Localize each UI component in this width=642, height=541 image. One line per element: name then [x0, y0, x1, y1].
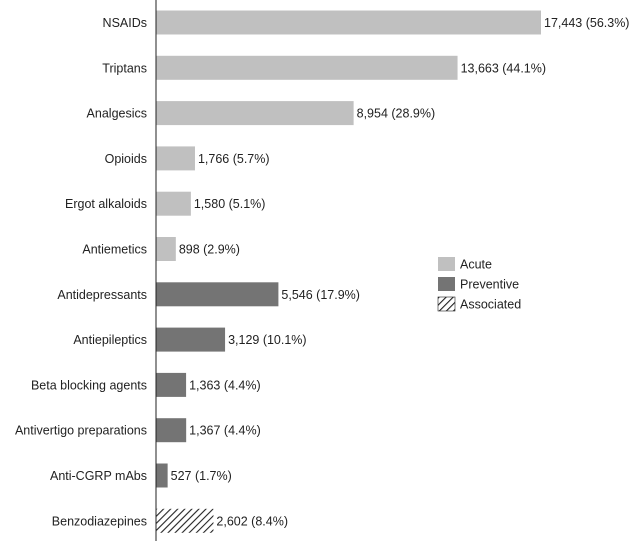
legend-label-preventive: Preventive: [460, 278, 519, 292]
bar-nsaids: [156, 10, 541, 35]
category-label-nsaids: NSAIDs: [103, 16, 147, 30]
bar-antivertigo-preparations: [156, 418, 187, 443]
legend-label-associated: Associated: [460, 298, 521, 312]
category-label-antivertigo-preparations: Antivertigo preparations: [15, 424, 147, 438]
bar-ergot-alkaloids: [156, 191, 191, 216]
data-label-benzodiazepines: 2,602 (8.4%): [216, 514, 288, 528]
bar-antiepileptics: [156, 327, 226, 352]
bar-antidepressants: [156, 282, 279, 307]
category-label-antiemetics: Antiemetics: [82, 243, 147, 257]
data-label-beta-blocking-agents: 1,363 (4.4%): [189, 378, 261, 392]
legend-swatch-acute: [438, 257, 455, 271]
category-label-antiepileptics: Antiepileptics: [73, 333, 147, 347]
data-labels: 17,443 (56.3%) 13,663 (44.1%) 8,954 (28.9%…: [171, 16, 630, 528]
data-label-antivertigo-preparations: 1,367 (4.4%): [189, 424, 261, 438]
bar-antiemetics: [156, 237, 176, 261]
legend-swatch-associated: [437, 296, 456, 312]
data-label-antiemetics: 898 (2.9%): [179, 243, 240, 257]
legend-label-acute: Acute: [460, 258, 492, 272]
data-label-ergot-alkaloids: 1,580 (5.1%): [194, 197, 266, 211]
bar-triptans: [156, 55, 458, 80]
category-label-anti-cgrp-mabs: Anti-CGRP mAbs: [50, 469, 147, 483]
data-label-antiepileptics: 3,129 (10.1%): [228, 333, 307, 347]
category-label-ergot-alkaloids: Ergot alkaloids: [65, 197, 147, 211]
data-label-nsaids: 17,443 (56.3%): [544, 16, 629, 30]
category-label-triptans: Triptans: [102, 61, 147, 75]
category-label-beta-blocking-agents: Beta blocking agents: [31, 378, 147, 392]
data-label-antidepressants: 5,546 (17.9%): [281, 288, 360, 302]
legend: Acute Preventive Associated: [437, 257, 521, 312]
bar-beta-blocking-agents: [156, 372, 187, 397]
bar-opioids: [156, 146, 195, 171]
data-label-analgesics: 8,954 (28.9%): [357, 107, 436, 121]
bar-benzodiazepines: [156, 508, 214, 533]
data-label-opioids: 1,766 (5.7%): [198, 152, 270, 166]
bars-group: [156, 10, 541, 533]
category-label-opioids: Opioids: [105, 152, 147, 166]
category-label-analgesics: Analgesics: [87, 107, 147, 121]
bar-analgesics: [156, 101, 354, 126]
data-label-anti-cgrp-mabs: 527 (1.7%): [171, 469, 232, 483]
data-label-triptans: 13,663 (44.1%): [461, 61, 546, 75]
legend-swatch-preventive: [438, 277, 455, 291]
category-label-benzodiazepines: Benzodiazepines: [52, 514, 147, 528]
bar-anti-cgrp-mabs: [156, 463, 168, 488]
category-label-antidepressants: Antidepressants: [57, 288, 147, 302]
category-labels: NSAIDs Triptans Analgesics Opioids Ergot alk…: [15, 16, 147, 528]
